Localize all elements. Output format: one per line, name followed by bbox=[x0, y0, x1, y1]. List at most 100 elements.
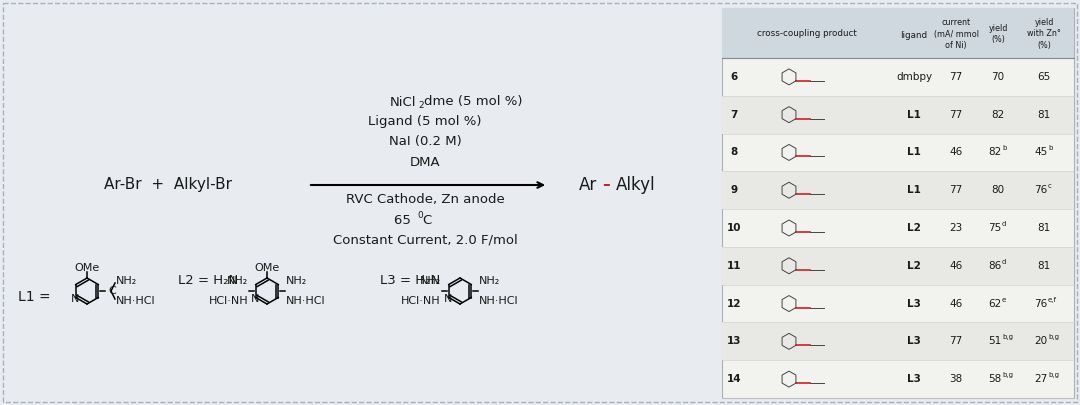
Text: L3 = H₂N: L3 = H₂N bbox=[380, 273, 441, 286]
FancyBboxPatch shape bbox=[3, 3, 1077, 402]
Bar bbox=[723, 8, 1074, 58]
Text: RVC Cathode, Zn anode: RVC Cathode, Zn anode bbox=[346, 194, 504, 207]
Text: 10: 10 bbox=[727, 223, 741, 233]
Text: b: b bbox=[1048, 145, 1052, 151]
Text: b,g: b,g bbox=[1002, 335, 1013, 340]
Text: NH₂: NH₂ bbox=[286, 276, 307, 286]
Text: NH₂: NH₂ bbox=[227, 276, 248, 286]
Text: 14: 14 bbox=[727, 374, 741, 384]
Text: HCl·NH: HCl·NH bbox=[402, 296, 441, 306]
Text: 81: 81 bbox=[1038, 110, 1051, 119]
Text: 46: 46 bbox=[949, 261, 962, 271]
Text: L1: L1 bbox=[907, 185, 921, 195]
Text: e: e bbox=[1002, 296, 1007, 303]
Text: C: C bbox=[422, 213, 431, 226]
Text: b,g: b,g bbox=[1048, 372, 1059, 378]
Text: L3: L3 bbox=[907, 298, 921, 309]
Text: Ligand (5 mol %): Ligand (5 mol %) bbox=[368, 115, 482, 128]
Text: 51: 51 bbox=[988, 336, 1001, 346]
Text: 77: 77 bbox=[949, 185, 962, 195]
Bar bbox=[723, 322, 1074, 360]
Text: 76: 76 bbox=[1035, 298, 1048, 309]
Bar bbox=[723, 96, 1074, 134]
Text: 11: 11 bbox=[727, 261, 741, 271]
Text: NiCl: NiCl bbox=[390, 96, 416, 109]
Text: 23: 23 bbox=[949, 223, 962, 233]
Text: dmbpy: dmbpy bbox=[896, 72, 932, 82]
Text: 77: 77 bbox=[949, 336, 962, 346]
Text: L1 =: L1 = bbox=[18, 290, 51, 304]
Text: L2 = H₂N: L2 = H₂N bbox=[178, 273, 239, 286]
Bar bbox=[723, 171, 1074, 209]
Text: 46: 46 bbox=[949, 298, 962, 309]
Text: L1: L1 bbox=[907, 110, 921, 119]
Text: N: N bbox=[251, 294, 259, 303]
Text: dme (5 mol %): dme (5 mol %) bbox=[424, 96, 523, 109]
Text: e,f: e,f bbox=[1048, 296, 1057, 303]
Text: 77: 77 bbox=[949, 110, 962, 119]
Text: 13: 13 bbox=[727, 336, 741, 346]
Text: 86: 86 bbox=[988, 261, 1001, 271]
Text: 77: 77 bbox=[949, 72, 962, 82]
Text: L3: L3 bbox=[907, 336, 921, 346]
Text: 70: 70 bbox=[991, 72, 1004, 82]
Text: –: – bbox=[603, 177, 610, 192]
Text: NH₂: NH₂ bbox=[480, 276, 500, 286]
Text: yield
with Zn°
(%): yield with Zn° (%) bbox=[1027, 18, 1061, 49]
Text: 81: 81 bbox=[1038, 261, 1051, 271]
Text: 65: 65 bbox=[1038, 72, 1051, 82]
Text: 65: 65 bbox=[394, 213, 415, 226]
Text: 80: 80 bbox=[991, 185, 1004, 195]
Text: NaI (0.2 M): NaI (0.2 M) bbox=[389, 136, 461, 149]
Text: 82: 82 bbox=[988, 147, 1001, 158]
Text: L1: L1 bbox=[907, 147, 921, 158]
Text: L2: L2 bbox=[907, 223, 921, 233]
Text: b,g: b,g bbox=[1002, 372, 1013, 378]
Text: 20: 20 bbox=[1035, 336, 1048, 346]
Text: 45: 45 bbox=[1035, 147, 1048, 158]
Text: 2: 2 bbox=[418, 102, 423, 111]
Text: OMe: OMe bbox=[255, 263, 280, 273]
Text: C: C bbox=[108, 286, 116, 296]
Text: 27: 27 bbox=[1035, 374, 1048, 384]
Text: HCl·NH: HCl·NH bbox=[208, 296, 248, 306]
Text: NH·HCl: NH·HCl bbox=[116, 296, 156, 306]
Bar bbox=[723, 247, 1074, 285]
Text: b: b bbox=[1002, 145, 1007, 151]
Text: Ar: Ar bbox=[579, 176, 597, 194]
Text: 9: 9 bbox=[730, 185, 738, 195]
Text: N: N bbox=[444, 294, 451, 303]
Text: OMe: OMe bbox=[75, 263, 99, 273]
Text: NH·HCl: NH·HCl bbox=[480, 296, 518, 306]
Text: 12: 12 bbox=[727, 298, 741, 309]
Text: cross-coupling product: cross-coupling product bbox=[757, 30, 856, 38]
Text: 38: 38 bbox=[949, 374, 962, 384]
Text: 7: 7 bbox=[730, 110, 738, 119]
Text: d: d bbox=[1002, 259, 1007, 265]
Text: 75: 75 bbox=[988, 223, 1001, 233]
Text: yield
(%): yield (%) bbox=[988, 24, 1008, 44]
Text: N: N bbox=[70, 294, 79, 303]
Text: Constant Current, 2.0 F/mol: Constant Current, 2.0 F/mol bbox=[333, 234, 517, 247]
Text: c: c bbox=[1048, 183, 1052, 189]
Text: 46: 46 bbox=[949, 147, 962, 158]
Text: 0: 0 bbox=[417, 211, 422, 220]
Text: current
(mA/ mmol
of Ni): current (mA/ mmol of Ni) bbox=[933, 18, 978, 49]
Text: b,g: b,g bbox=[1048, 335, 1059, 340]
Text: L2: L2 bbox=[907, 261, 921, 271]
Text: NH·HCl: NH·HCl bbox=[286, 296, 326, 306]
Text: 81: 81 bbox=[1038, 223, 1051, 233]
Text: Ar-Br  +  Alkyl-Br: Ar-Br + Alkyl-Br bbox=[104, 177, 232, 192]
Text: 58: 58 bbox=[988, 374, 1001, 384]
Text: DMA: DMA bbox=[409, 156, 441, 168]
Text: 8: 8 bbox=[730, 147, 738, 158]
Text: d: d bbox=[1002, 221, 1007, 227]
Text: NH₂: NH₂ bbox=[420, 276, 441, 286]
Text: 6: 6 bbox=[730, 72, 738, 82]
Text: L3: L3 bbox=[907, 374, 921, 384]
Text: Alkyl: Alkyl bbox=[616, 176, 656, 194]
Text: NH₂: NH₂ bbox=[116, 276, 137, 286]
Text: 82: 82 bbox=[991, 110, 1004, 119]
Text: 76: 76 bbox=[1035, 185, 1048, 195]
Bar bbox=[723, 8, 1074, 398]
